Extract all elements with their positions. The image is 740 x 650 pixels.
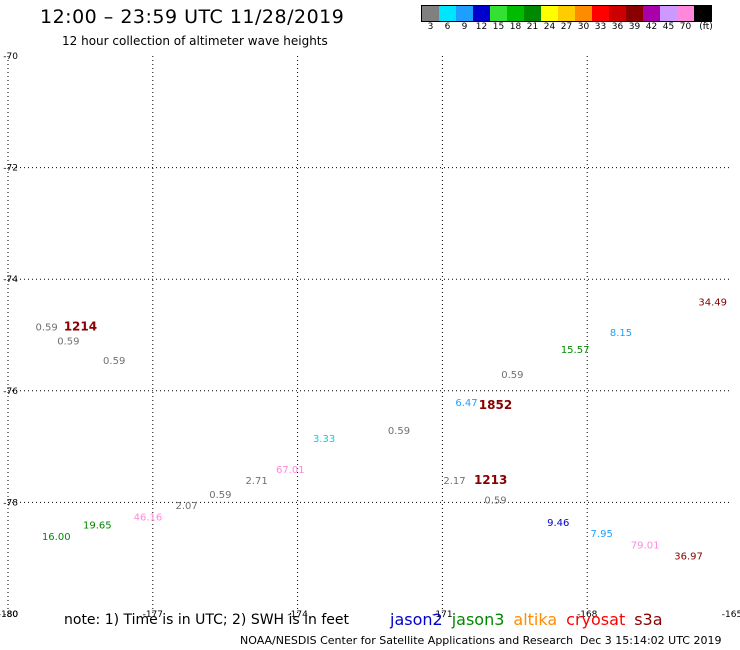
wave-height-value: 9.46 [547, 518, 569, 529]
y-tick-label: -80 [3, 610, 18, 620]
color-scale-label: 30 [577, 22, 590, 32]
color-scale-label: 33 [594, 22, 607, 32]
color-scale-label: 12 [475, 22, 488, 32]
color-scale-swatch [524, 6, 541, 21]
pass-time-label: 1214 [64, 320, 97, 334]
wave-height-value: 0.59 [103, 356, 125, 367]
y-tick-label: -74 [3, 275, 18, 285]
color-scale-label: 45 [662, 22, 675, 32]
color-scale-swatch [558, 6, 575, 21]
chart-subtitle: 12 hour collection of altimeter wave hei… [62, 34, 328, 48]
footer-credit: NOAA/NESDIS Center for Satellite Applica… [240, 634, 574, 647]
color-scale-label: 24 [543, 22, 556, 32]
wave-height-value: 19.65 [83, 521, 112, 532]
color-scale-swatch [677, 6, 694, 21]
wave-height-value: 6.47 [455, 398, 477, 409]
color-scale-swatch [592, 6, 609, 21]
wave-height-value: 15.57 [561, 345, 590, 356]
color-scale-label: 70 [679, 22, 692, 32]
wave-height-value: 0.59 [484, 496, 506, 507]
color-scale-unit: (ft) [699, 22, 713, 32]
y-tick-label: -70 [3, 52, 18, 62]
color-scale-swatch [541, 6, 558, 21]
x-tick-label: -174 [287, 610, 308, 620]
wave-height-value: 7.95 [591, 529, 613, 540]
color-scale-label: 21 [526, 22, 539, 32]
color-scale-labels: 3 6 9 12 15 18 21 24 27 30 33 36 39 42 45 70 (ft) [421, 22, 740, 34]
color-scale-label: 36 [611, 22, 624, 32]
x-tick-label: -171 [432, 610, 452, 620]
color-scale-label: 42 [645, 22, 658, 32]
x-tick-label: -168 [577, 610, 598, 620]
footer-timestamp: Dec 3 15:14:02 UTC 2019 [580, 634, 722, 647]
wave-height-value: 2.71 [245, 476, 267, 487]
color-scale-label: 15 [492, 22, 505, 32]
wave-height-value: 46.16 [134, 512, 163, 523]
pass-time-label: 1852 [479, 398, 512, 412]
y-tick-label: -76 [3, 387, 18, 397]
color-scale-swatch [490, 6, 507, 21]
units-note: note: 1) Time is in UTC; 2) SWH is in fe… [64, 612, 350, 628]
x-tick-label: -165 [722, 610, 740, 620]
wave-height-value: 0.59 [57, 337, 79, 348]
color-scale-swatch [694, 6, 711, 21]
color-scale-swatch [439, 6, 456, 21]
x-tick-label: -177 [143, 610, 163, 620]
color-scale-label: 6 [444, 22, 451, 32]
color-scale-swatch [626, 6, 643, 21]
color-scale-swatch [575, 6, 592, 21]
wave-height-value: 0.59 [388, 426, 410, 437]
wave-height-value: 34.49 [698, 298, 727, 309]
wave-height-value: 67.01 [276, 465, 305, 476]
color-scale-swatch [473, 6, 490, 21]
color-scale-swatch [660, 6, 677, 21]
pass-time-label: 1213 [474, 473, 507, 487]
wave-height-value: 0.59 [501, 370, 523, 381]
color-scale-label: 18 [509, 22, 522, 32]
color-scale-swatch [609, 6, 626, 21]
wave-height-value: 36.97 [674, 551, 703, 562]
wave-height-value: 0.59 [209, 490, 231, 501]
mission-legend-item-altika: altika [513, 610, 558, 629]
wave-height-value: 8.15 [610, 328, 632, 339]
x-tick-label: -180 [0, 610, 18, 620]
color-scale-swatch [456, 6, 473, 21]
wave-height-value: 16.00 [42, 532, 71, 543]
color-scale-label: 27 [560, 22, 573, 32]
color-scale-swatch [643, 6, 660, 21]
y-tick-label: -72 [3, 164, 18, 174]
y-tick-label: -78 [3, 498, 18, 508]
wave-height-value: 79.01 [631, 540, 660, 551]
wave-height-value: 2.17 [443, 476, 465, 487]
chart-title: 12:00 – 23:59 UTC 11/28/2019 [40, 6, 345, 28]
mission-legend: jason2 jason3 altika cryosat s3a [390, 610, 672, 629]
color-scale-label: 3 [427, 22, 434, 32]
mission-legend-item-s3a: s3a [634, 610, 663, 629]
color-scale-label: 39 [628, 22, 641, 32]
wave-height-value: 3.33 [313, 434, 335, 445]
color-scale-swatch [422, 6, 439, 21]
color-scale-swatch [507, 6, 524, 21]
wave-height-value: 0.59 [35, 323, 57, 334]
color-scale-label: 9 [461, 22, 468, 32]
mission-legend-item-jason3: jason3 [451, 610, 505, 629]
mission-legend-item-jason2: jason2 [390, 610, 443, 629]
mission-legend-item-cryosat: cryosat [566, 610, 626, 629]
wave-height-value: 2.07 [175, 501, 197, 512]
color-scale-bar [421, 5, 712, 22]
